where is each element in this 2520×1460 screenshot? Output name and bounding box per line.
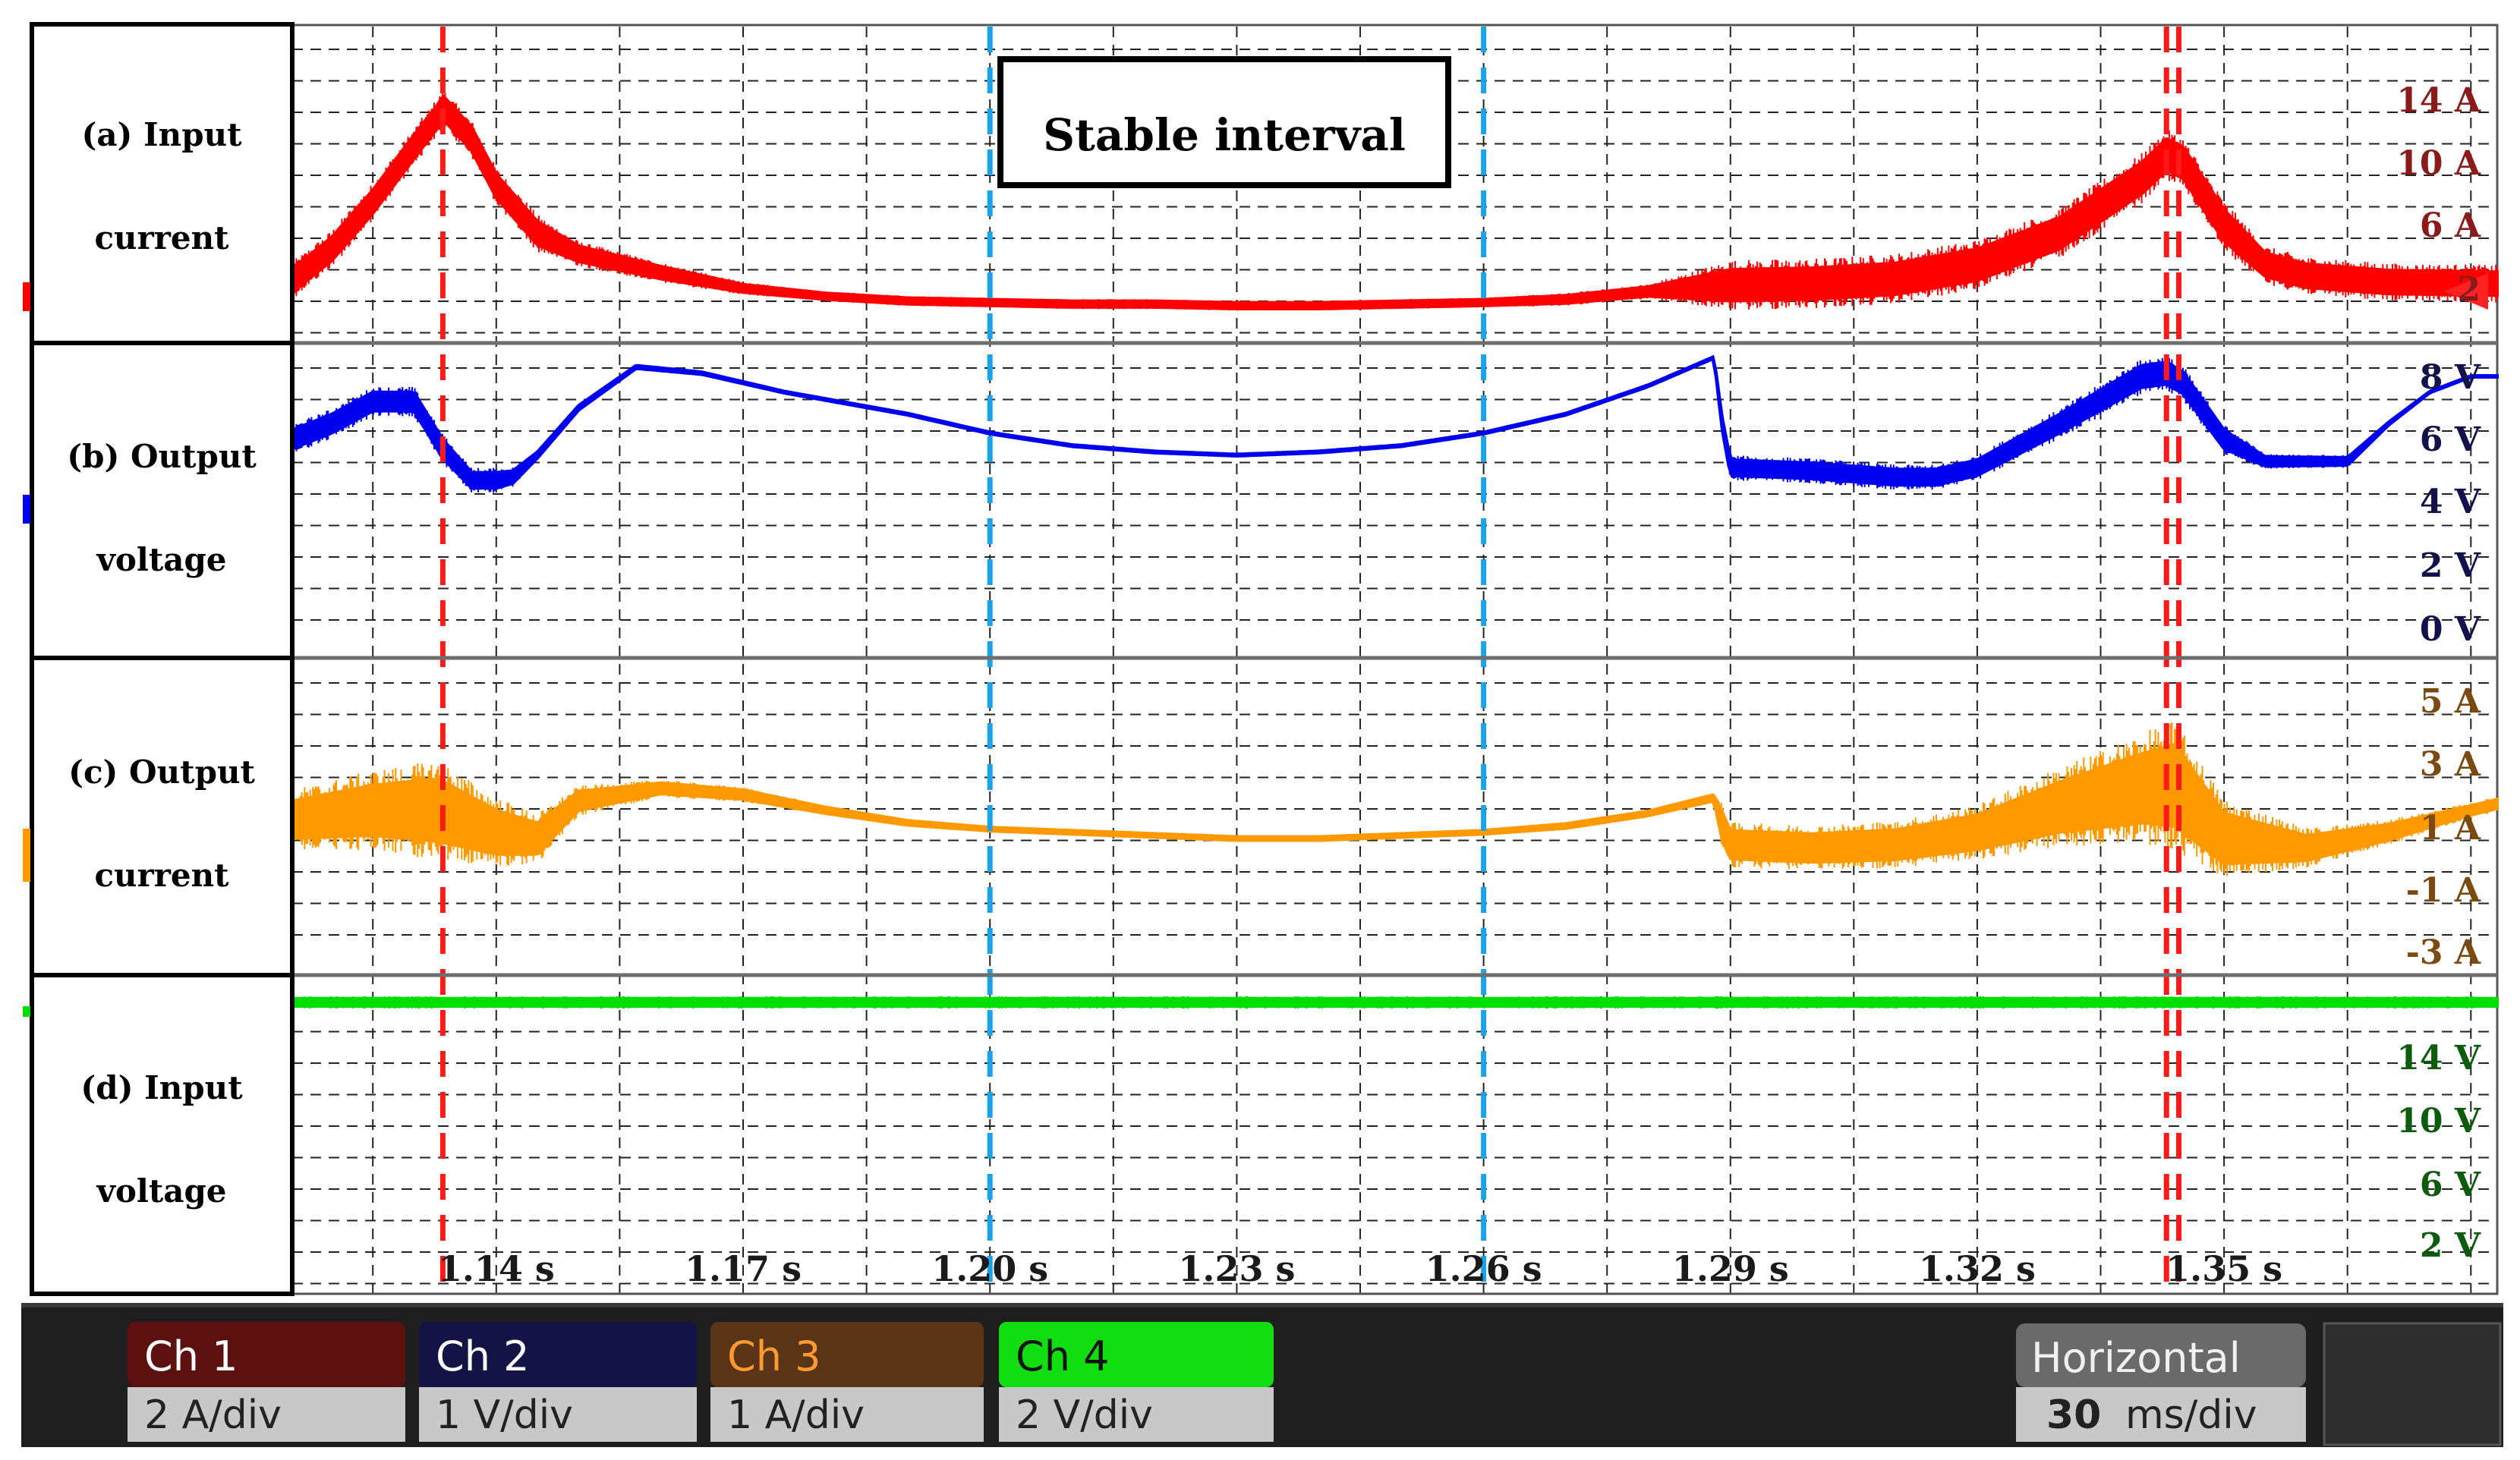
ch4-button[interactable]: Ch 4 2 V/div: [999, 1322, 1274, 1442]
stable-interval-text: Stable interval: [1043, 109, 1406, 161]
ch1-name: Ch 1: [144, 1333, 238, 1380]
y-tick-label: 2 V: [2420, 1226, 2481, 1265]
ch1-level-marker: [23, 282, 30, 311]
panel-c-label-line1: (c) Output: [68, 754, 255, 791]
x-tick-label: 1.14 s: [438, 1248, 555, 1289]
y-tick-label: -1 A: [2406, 871, 2481, 910]
y-tick-label: 0 V: [2420, 610, 2481, 649]
footer-blank-box: [2323, 1322, 2502, 1446]
panel-b-label-line2: voltage: [96, 541, 226, 578]
y-tick-labels: 14 A 10 A 6 A 2 8 V 6 V 4 V 2 V 0 V 5 A 3 A 1 A -1 A…: [2396, 81, 2481, 1265]
ch2-button[interactable]: Ch 2 1 V/div: [419, 1322, 697, 1442]
horizontal-button[interactable]: Horizontal 30 ms/div: [2016, 1323, 2306, 1442]
ch4-level-marker: [23, 1006, 30, 1017]
ch1-scale: 2 A/div: [144, 1392, 282, 1438]
x-tick-labels: 1.14 s 1.17 s 1.20 s 1.23 s 1.26 s 1.29 s 1.32…: [438, 1248, 2282, 1289]
ch3-name: Ch 3: [727, 1333, 821, 1380]
y-tick-label: 4 V: [2420, 483, 2481, 521]
grid: [291, 24, 2499, 1295]
trigger-arrow-icon: [2444, 273, 2488, 310]
x-tick-label: 1.26 s: [1425, 1248, 1542, 1289]
plot-background: [23, 23, 2497, 1298]
stable-interval-annotation: Stable interval: [997, 56, 1451, 188]
ch2-level-marker: [23, 495, 30, 524]
y-tick-label: 10 V: [2396, 1102, 2481, 1141]
panel-a-label-line2: current: [94, 219, 229, 256]
x-tick-label: 1.17 s: [685, 1248, 802, 1289]
y-tick-label: 3 A: [2420, 745, 2481, 784]
panel-b-label-line1: (b) Output: [67, 438, 257, 475]
channel-level-markers: [23, 282, 30, 1017]
y-tick-label: 2: [2457, 270, 2481, 309]
panel-d-label-line2: voltage: [96, 1172, 226, 1210]
x-tick-label: 1.35 s: [2166, 1248, 2282, 1289]
panel-a-label-line1: (a) Input: [81, 116, 242, 153]
y-tick-label: 6 A: [2420, 206, 2481, 245]
time-markers: [439, 27, 2181, 1294]
y-tick-label: 8 V: [2420, 358, 2481, 397]
ch4-scale: 2 V/div: [1016, 1392, 1153, 1438]
ch2-scale: 1 V/div: [436, 1392, 573, 1438]
footer-bar: Ch 1 2 A/div Ch 2 1 V/div Ch 3 1 A/div C…: [21, 1303, 2503, 1447]
ch1-button[interactable]: Ch 1 2 A/div: [128, 1322, 405, 1442]
x-tick-label: 1.20 s: [931, 1248, 1048, 1289]
y-tick-label: 6 V: [2420, 420, 2481, 459]
trace-4-noise: [291, 996, 2498, 1009]
x-tick-label: 1.32 s: [1919, 1248, 2036, 1289]
ch4-name: Ch 4: [1016, 1333, 1109, 1380]
y-tick-label: -3 A: [2406, 933, 2481, 972]
ch3-level-marker: [23, 829, 30, 882]
x-tick-label: 1.23 s: [1178, 1248, 1295, 1289]
y-tick-label: 5 A: [2420, 682, 2481, 721]
x-tick-label: 1.29 s: [1672, 1248, 1789, 1289]
trace-4: [291, 996, 2499, 1009]
y-tick-label: 14 V: [2396, 1039, 2481, 1078]
y-tick-label: 1 A: [2420, 809, 2481, 848]
panel-labels: (a) Input current (b) Output voltage (c)…: [30, 22, 295, 1296]
horizontal-scale-unit: ms/div: [2125, 1392, 2257, 1438]
y-tick-label: 10 A: [2396, 144, 2481, 183]
horizontal-name: Horizontal: [2031, 1334, 2241, 1382]
ch3-scale: 1 A/div: [727, 1392, 865, 1438]
panel-separators: [292, 341, 2497, 977]
trace-1: [291, 90, 2499, 311]
ch3-button[interactable]: Ch 3 1 A/div: [710, 1322, 984, 1442]
waveform-traces: [291, 90, 2499, 1009]
y-tick-label: 6 V: [2420, 1166, 2481, 1204]
horizontal-scale-value: 30: [2046, 1392, 2101, 1438]
panel-c-label-line2: current: [94, 857, 229, 894]
y-tick-label: 14 A: [2396, 81, 2481, 120]
ch2-name: Ch 2: [436, 1333, 529, 1380]
panel-d-label-line1: (d) Input: [80, 1069, 243, 1106]
y-tick-label: 2 V: [2420, 546, 2481, 585]
